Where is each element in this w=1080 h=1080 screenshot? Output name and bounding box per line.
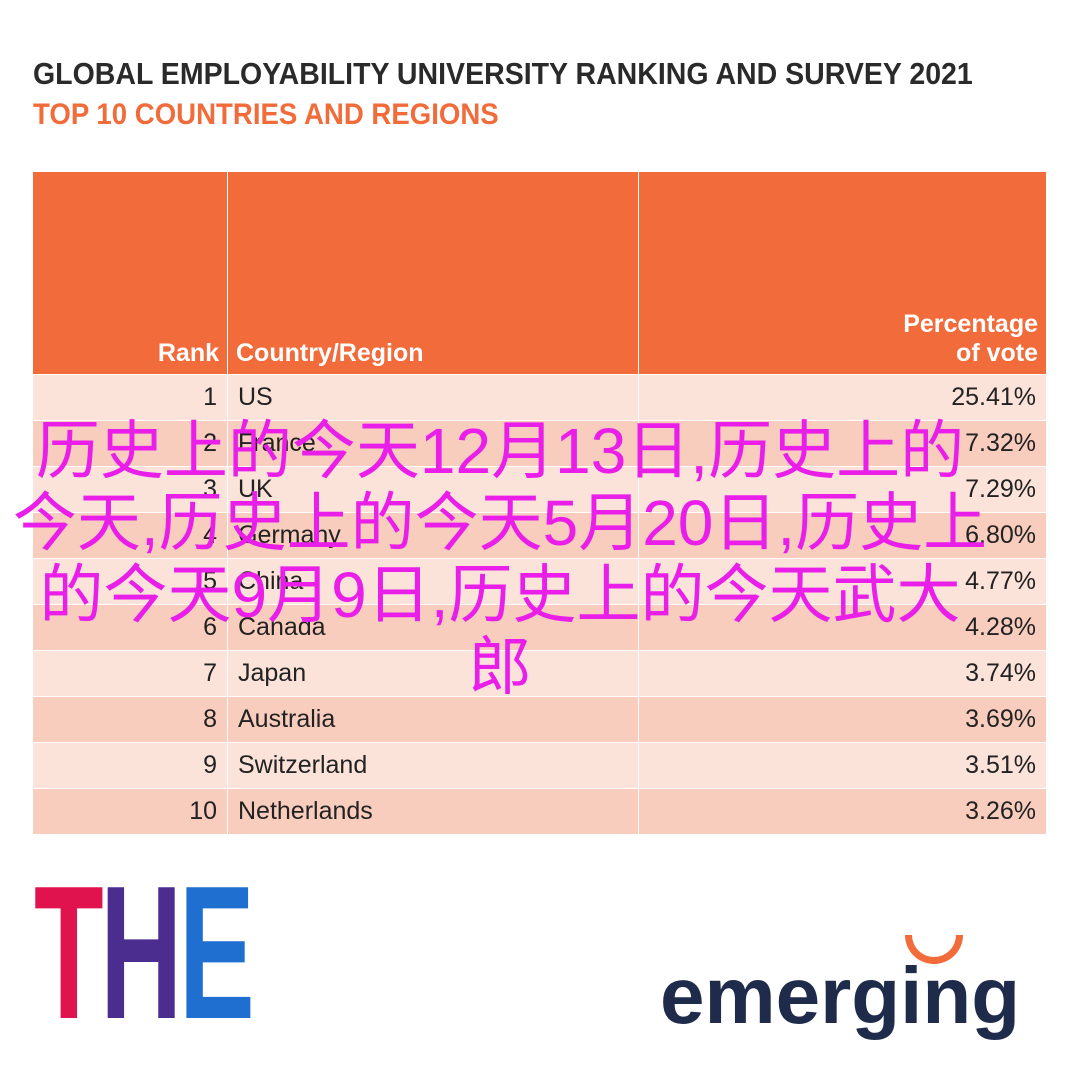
percentage: 25.41%	[638, 374, 1047, 421]
table-row: 4 Germany 6.80%	[33, 512, 1047, 559]
country: UK	[227, 466, 639, 513]
the-logo: THE	[34, 858, 255, 1048]
percentage: 4.77%	[638, 558, 1047, 605]
table-row: 5 China 4.77%	[33, 558, 1047, 605]
rank: 3	[33, 466, 228, 513]
table-row: 7 Japan 3.74%	[33, 650, 1047, 697]
rank: 10	[33, 788, 228, 834]
logo-letter: T	[34, 847, 104, 1059]
title: GLOBAL EMPLOYABILITY UNIVERSITY RANKING …	[33, 56, 973, 91]
rank: 6	[33, 604, 228, 651]
table-row: 6 Canada 4.28%	[33, 604, 1047, 651]
rank: 4	[33, 512, 228, 559]
rank: 2	[33, 420, 228, 467]
country: China	[227, 558, 639, 605]
table-row: 10 Netherlands 3.26%	[33, 788, 1047, 834]
column-header: Rank	[33, 172, 228, 375]
country: Switzerland	[227, 742, 639, 789]
country: Japan	[227, 650, 639, 697]
country: Canada	[227, 604, 639, 651]
percentage: 3.51%	[638, 742, 1047, 789]
table-row: 9 Switzerland 3.51%	[33, 742, 1047, 789]
rank: 1	[33, 374, 228, 421]
rank: 8	[33, 696, 228, 743]
column-header: Country/Region	[227, 172, 639, 375]
percentage: 3.74%	[638, 650, 1047, 697]
percentage: 7.32%	[638, 420, 1047, 467]
country: France	[227, 420, 639, 467]
ranking-table: Rank Country/Region Percentage of vote 1…	[33, 172, 1047, 834]
percentage: 7.29%	[638, 466, 1047, 513]
emerging-logo: emerging	[660, 951, 1021, 1040]
percentage: 4.28%	[638, 604, 1047, 651]
column-header-text: Percentage of vote	[903, 310, 1038, 367]
rank: 7	[33, 650, 228, 697]
percentage: 6.80%	[638, 512, 1047, 559]
rank: 9	[33, 742, 228, 789]
overlay-text: 历史上的今天12月13日,历史上的今天,历史上的今天5月20日,历史上的今天9月…	[12, 415, 988, 703]
table-row: 8 Australia 3.69%	[33, 696, 1047, 743]
rank: 5	[33, 558, 228, 605]
column-header: Percentage of vote	[638, 172, 1047, 375]
percentage: 3.69%	[638, 696, 1047, 743]
country: Germany	[227, 512, 639, 559]
country: Netherlands	[227, 788, 639, 834]
logo-letter: H	[100, 847, 182, 1059]
table-row: 2 France 7.32%	[33, 420, 1047, 467]
table-row: 3 UK 7.29%	[33, 466, 1047, 513]
logo-letter: E	[178, 847, 255, 1059]
percentage: 3.26%	[638, 788, 1047, 834]
table-row: 1 US 25.41%	[33, 374, 1047, 421]
country: US	[227, 374, 639, 421]
country: Australia	[227, 696, 639, 743]
subtitle: TOP 10 COUNTRIES AND REGIONS	[33, 98, 499, 131]
